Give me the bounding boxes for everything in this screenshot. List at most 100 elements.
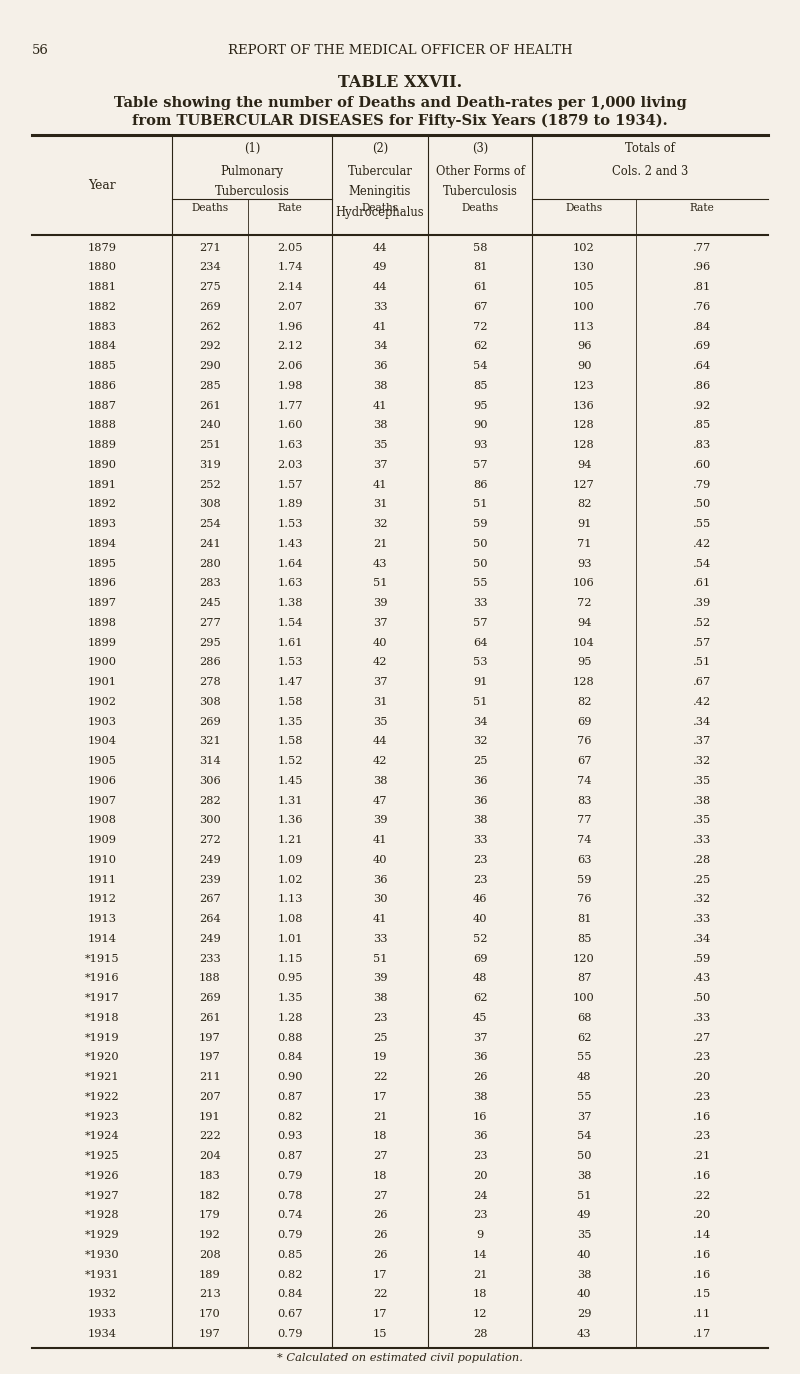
Text: 50: 50 bbox=[473, 559, 487, 569]
Text: 69: 69 bbox=[473, 954, 487, 963]
Text: 87: 87 bbox=[577, 973, 591, 984]
Text: 19: 19 bbox=[373, 1052, 387, 1062]
Text: 38: 38 bbox=[373, 993, 387, 1003]
Text: 1.53: 1.53 bbox=[278, 657, 302, 668]
Text: 0.87: 0.87 bbox=[278, 1151, 302, 1161]
Text: Rate: Rate bbox=[278, 203, 302, 213]
Text: 106: 106 bbox=[573, 578, 595, 588]
Text: 36: 36 bbox=[373, 875, 387, 885]
Text: 41: 41 bbox=[373, 322, 387, 331]
Text: 0.90: 0.90 bbox=[278, 1072, 302, 1083]
Text: 204: 204 bbox=[199, 1151, 221, 1161]
Text: 104: 104 bbox=[573, 638, 595, 647]
Text: 41: 41 bbox=[373, 401, 387, 411]
Text: 128: 128 bbox=[573, 440, 595, 451]
Text: Rate: Rate bbox=[690, 203, 714, 213]
Text: 188: 188 bbox=[199, 973, 221, 984]
Text: 37: 37 bbox=[473, 1033, 487, 1043]
Text: Year: Year bbox=[88, 179, 116, 192]
Text: .42: .42 bbox=[693, 539, 711, 548]
Text: 170: 170 bbox=[199, 1309, 221, 1319]
Text: .51: .51 bbox=[693, 657, 711, 668]
Text: 18: 18 bbox=[373, 1171, 387, 1180]
Text: 91: 91 bbox=[473, 677, 487, 687]
Text: 1885: 1885 bbox=[87, 361, 117, 371]
Text: 67: 67 bbox=[473, 302, 487, 312]
Text: 1900: 1900 bbox=[87, 657, 117, 668]
Text: 26: 26 bbox=[373, 1210, 387, 1220]
Text: 269: 269 bbox=[199, 993, 221, 1003]
Text: 82: 82 bbox=[577, 697, 591, 706]
Text: 21: 21 bbox=[373, 1112, 387, 1121]
Text: *1922: *1922 bbox=[85, 1092, 119, 1102]
Text: 2.05: 2.05 bbox=[278, 243, 302, 253]
Text: 308: 308 bbox=[199, 499, 221, 510]
Text: (2): (2) bbox=[372, 142, 388, 154]
Text: 1.36: 1.36 bbox=[278, 815, 302, 826]
Text: 83: 83 bbox=[577, 796, 591, 805]
Text: 1.52: 1.52 bbox=[278, 756, 302, 767]
Text: 207: 207 bbox=[199, 1092, 221, 1102]
Text: 59: 59 bbox=[577, 875, 591, 885]
Text: 36: 36 bbox=[473, 1052, 487, 1062]
Text: 1901: 1901 bbox=[87, 677, 117, 687]
Text: 1880: 1880 bbox=[87, 262, 117, 272]
Text: 1912: 1912 bbox=[87, 894, 117, 904]
Text: 292: 292 bbox=[199, 341, 221, 352]
Text: Cols. 2 and 3: Cols. 2 and 3 bbox=[612, 165, 688, 177]
Text: 127: 127 bbox=[573, 480, 595, 489]
Text: .50: .50 bbox=[693, 993, 711, 1003]
Text: 1.01: 1.01 bbox=[278, 934, 302, 944]
Text: 38: 38 bbox=[577, 1171, 591, 1180]
Text: 1895: 1895 bbox=[87, 559, 117, 569]
Text: 1.02: 1.02 bbox=[278, 875, 302, 885]
Text: 93: 93 bbox=[473, 440, 487, 451]
Text: .79: .79 bbox=[693, 480, 711, 489]
Text: 44: 44 bbox=[373, 282, 387, 293]
Text: 54: 54 bbox=[473, 361, 487, 371]
Text: .61: .61 bbox=[693, 578, 711, 588]
Text: .77: .77 bbox=[693, 243, 711, 253]
Text: 43: 43 bbox=[577, 1329, 591, 1338]
Text: 40: 40 bbox=[577, 1250, 591, 1260]
Text: *1928: *1928 bbox=[85, 1210, 119, 1220]
Text: 38: 38 bbox=[473, 1092, 487, 1102]
Text: 249: 249 bbox=[199, 934, 221, 944]
Text: .33: .33 bbox=[693, 835, 711, 845]
Text: 282: 282 bbox=[199, 796, 221, 805]
Text: 0.93: 0.93 bbox=[278, 1131, 302, 1142]
Text: 51: 51 bbox=[373, 578, 387, 588]
Text: 76: 76 bbox=[577, 736, 591, 746]
Text: *1921: *1921 bbox=[85, 1072, 119, 1083]
Text: 189: 189 bbox=[199, 1270, 221, 1279]
Text: .28: .28 bbox=[693, 855, 711, 864]
Text: 20: 20 bbox=[473, 1171, 487, 1180]
Text: .83: .83 bbox=[693, 440, 711, 451]
Text: 295: 295 bbox=[199, 638, 221, 647]
Text: 37: 37 bbox=[373, 618, 387, 628]
Text: 39: 39 bbox=[373, 815, 387, 826]
Text: 95: 95 bbox=[473, 401, 487, 411]
Text: 42: 42 bbox=[373, 657, 387, 668]
Text: .64: .64 bbox=[693, 361, 711, 371]
Text: 59: 59 bbox=[473, 519, 487, 529]
Text: .85: .85 bbox=[693, 420, 711, 430]
Text: 300: 300 bbox=[199, 815, 221, 826]
Text: .54: .54 bbox=[693, 559, 711, 569]
Text: 44: 44 bbox=[373, 736, 387, 746]
Text: 74: 74 bbox=[577, 835, 591, 845]
Text: 241: 241 bbox=[199, 539, 221, 548]
Text: *1924: *1924 bbox=[85, 1131, 119, 1142]
Text: Other Forms of: Other Forms of bbox=[435, 165, 525, 177]
Text: 128: 128 bbox=[573, 677, 595, 687]
Text: 30: 30 bbox=[373, 894, 387, 904]
Text: 245: 245 bbox=[199, 598, 221, 609]
Text: 321: 321 bbox=[199, 736, 221, 746]
Text: 39: 39 bbox=[373, 973, 387, 984]
Text: 85: 85 bbox=[577, 934, 591, 944]
Text: (3): (3) bbox=[472, 142, 488, 154]
Text: 275: 275 bbox=[199, 282, 221, 293]
Text: 14: 14 bbox=[473, 1250, 487, 1260]
Text: 40: 40 bbox=[373, 855, 387, 864]
Text: 56: 56 bbox=[32, 44, 49, 56]
